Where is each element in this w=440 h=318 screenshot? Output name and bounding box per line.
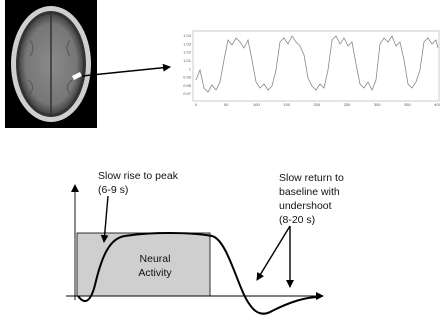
x-tick-label: 100	[253, 102, 260, 107]
return-label: baseline with	[279, 186, 340, 198]
arrow	[257, 226, 290, 280]
return-label: undershoot	[279, 200, 332, 212]
y-tick-label: 1.04	[183, 33, 192, 38]
brain-image	[5, 0, 97, 128]
y-tick-label: 1	[189, 66, 192, 71]
page: 1.04 1.03 1.02 1.01 1 0.99 0.98 0.97 0 50 100 150 20…	[0, 0, 440, 318]
x-tick-label: 0	[195, 102, 198, 107]
x-tick-label: 150	[283, 102, 290, 107]
return-label: (8-20 s)	[279, 214, 315, 226]
signal-plot	[193, 31, 439, 101]
return-label: Slow return to	[279, 172, 344, 184]
x-tick-label: 50	[224, 102, 229, 107]
y-tick-label: 1.02	[183, 50, 192, 55]
x-tick-label: 400	[434, 102, 440, 107]
y-tick-label: 1.01	[183, 58, 192, 63]
y-tick-label: 1.03	[183, 41, 192, 46]
x-tick-label: 300	[374, 102, 381, 107]
x-tick-label: 250	[344, 102, 351, 107]
rise-label: Slow rise to peak	[98, 170, 179, 182]
y-tick-label: 0.98	[183, 83, 192, 88]
x-tick-label: 350	[404, 102, 411, 107]
box-label: Activity	[138, 267, 172, 279]
x-tick-label: 200	[313, 102, 320, 107]
box-label: Neural	[140, 253, 171, 265]
y-tick-label: 0.99	[183, 75, 192, 80]
y-tick-label: 0.97	[183, 91, 192, 96]
rise-label: (6-9 s)	[98, 184, 128, 196]
